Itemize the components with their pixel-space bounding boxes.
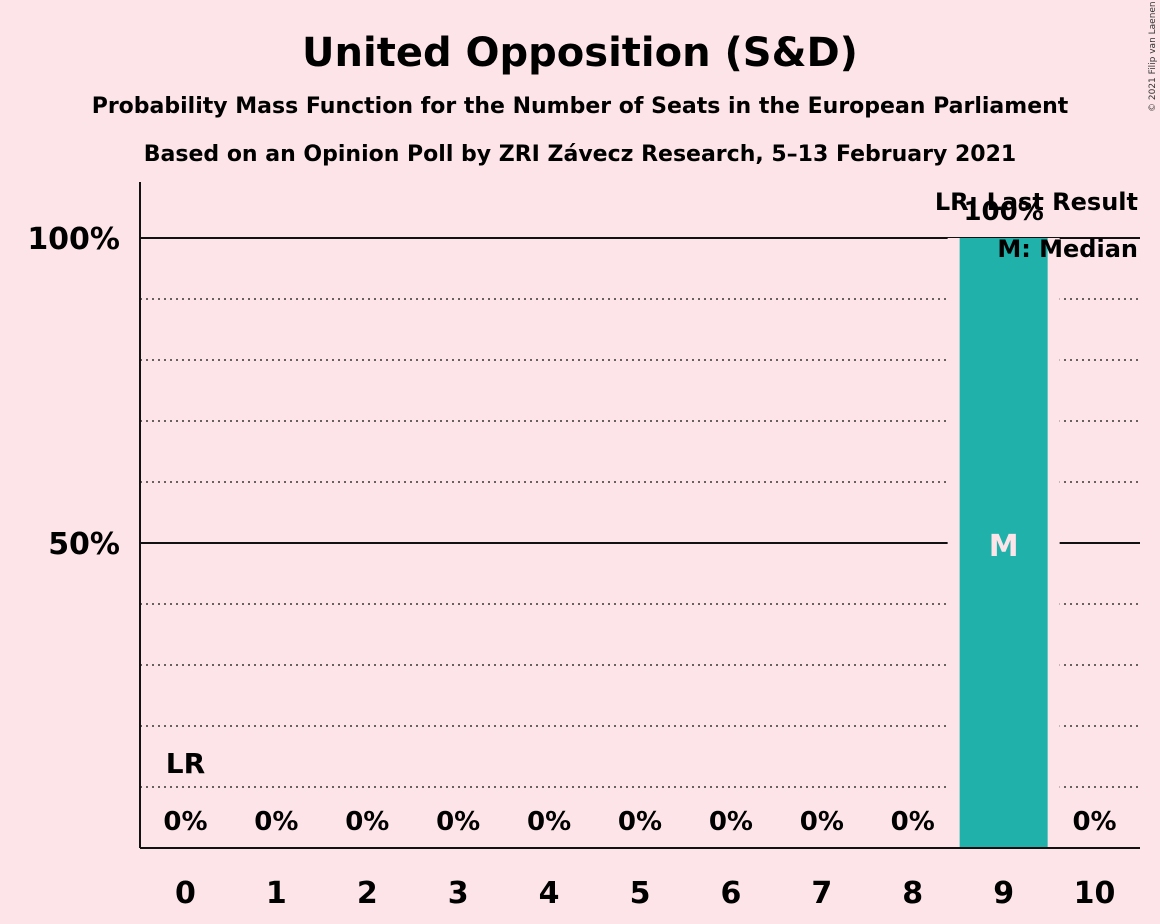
legend-item-median: M: Median bbox=[997, 235, 1138, 263]
legend: LR: Last Result M: Median bbox=[935, 188, 1138, 263]
median-marker: M bbox=[989, 529, 1019, 564]
data-label-seat-0: 0% bbox=[163, 807, 207, 837]
bar-layer bbox=[947, 238, 1060, 848]
data-label-seat-6: 0% bbox=[709, 807, 753, 837]
axis-layer: 50% 100% 0 1 2 3 4 5 6 7 8 9 10 bbox=[27, 182, 1140, 911]
x-tick-label-8: 8 bbox=[902, 876, 923, 911]
y-tick-label: 50% bbox=[48, 527, 120, 562]
copyright-text: © 2021 Filip van Laenen bbox=[1148, 1, 1158, 112]
bar-seat-9 bbox=[959, 238, 1048, 848]
data-label-seat-7: 0% bbox=[800, 807, 844, 837]
x-tick-label-10: 10 bbox=[1074, 876, 1116, 911]
label-layer: 0% 0% 0% 0% 0% 0% 0% 0% 0% 100% 0% LR M bbox=[163, 197, 1116, 837]
y-tick-label: 100% bbox=[27, 222, 120, 257]
x-tick-label-3: 3 bbox=[448, 876, 469, 911]
data-label-seat-3: 0% bbox=[436, 807, 480, 837]
x-tick-label-0: 0 bbox=[175, 876, 196, 911]
data-label-seat-4: 0% bbox=[527, 807, 571, 837]
x-tick-label-7: 7 bbox=[811, 876, 832, 911]
chart-title: United Opposition (S&D) bbox=[302, 30, 858, 76]
data-label-seat-8: 0% bbox=[891, 807, 935, 837]
last-result-marker: LR bbox=[166, 747, 205, 780]
x-tick-label-5: 5 bbox=[630, 876, 651, 911]
data-label-seat-1: 0% bbox=[254, 807, 298, 837]
x-tick-label-1: 1 bbox=[266, 876, 287, 911]
chart-subtitle-2: Based on an Opinion Poll by ZRI Závecz R… bbox=[144, 142, 1016, 167]
x-tick-label-2: 2 bbox=[357, 876, 378, 911]
x-tick-label-6: 6 bbox=[720, 876, 741, 911]
chart-subtitle: Probability Mass Function for the Number… bbox=[92, 94, 1069, 119]
data-label-seat-10: 0% bbox=[1072, 807, 1116, 837]
data-label-seat-5: 0% bbox=[618, 807, 662, 837]
legend-item-last-result: LR: Last Result bbox=[935, 188, 1138, 216]
x-tick-label-4: 4 bbox=[539, 876, 560, 911]
data-label-seat-9: 100% bbox=[963, 197, 1043, 227]
data-label-seat-2: 0% bbox=[345, 807, 389, 837]
x-tick-label-9: 9 bbox=[993, 876, 1014, 911]
